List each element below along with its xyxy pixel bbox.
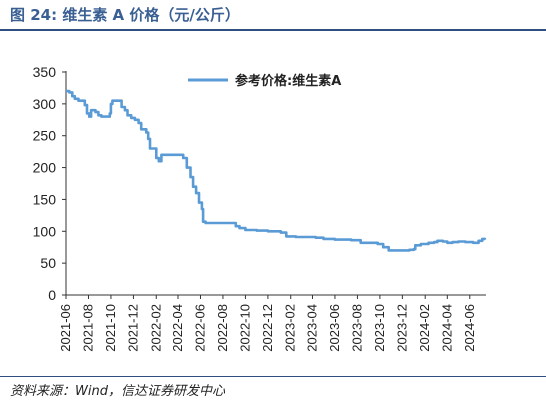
x-tick-label: 2024-04 bbox=[439, 304, 454, 352]
x-tick-label: 2023-06 bbox=[327, 304, 342, 352]
x-tick-label: 2023-04 bbox=[304, 304, 319, 352]
x-tick-label: 2022-02 bbox=[148, 304, 163, 352]
x-tick-label: 2021-08 bbox=[80, 304, 95, 352]
x-tick-label: 2022-08 bbox=[215, 304, 230, 352]
y-tick-label: 50 bbox=[40, 255, 56, 271]
x-tick-label: 2023-10 bbox=[372, 304, 387, 352]
x-tick-label: 2022-10 bbox=[237, 304, 252, 352]
y-tick-label: 200 bbox=[33, 160, 57, 176]
legend-label: 参考价格:维生素A bbox=[235, 73, 341, 89]
x-tick-label: 2021-12 bbox=[125, 304, 140, 352]
y-tick-label: 0 bbox=[48, 287, 56, 303]
title-rule bbox=[0, 29, 546, 31]
x-tick-label: 2024-06 bbox=[462, 304, 477, 352]
x-tick-label: 2023-02 bbox=[283, 304, 298, 352]
x-tick-label: 2022-06 bbox=[192, 304, 207, 352]
chart-title: 图 24: 维生素 A 价格（元/公斤） bbox=[10, 6, 240, 24]
x-tick-label: 2024-02 bbox=[417, 304, 432, 352]
y-tick-label: 100 bbox=[33, 223, 57, 239]
x-tick-label: 2022-04 bbox=[170, 304, 185, 352]
source-note: 资料来源：Wind，信达证券研发中心 bbox=[10, 384, 225, 399]
footer-rule bbox=[0, 376, 546, 377]
x-tick-label: 2022-12 bbox=[260, 304, 275, 352]
x-tick-label: 2021-10 bbox=[103, 304, 118, 352]
x-tick-label: 2021-06 bbox=[58, 304, 73, 352]
y-tick-label: 300 bbox=[33, 96, 57, 112]
x-tick-label: 2023-12 bbox=[394, 304, 409, 352]
y-tick-label: 150 bbox=[33, 191, 57, 207]
x-tick-label: 2023-08 bbox=[349, 304, 364, 352]
y-tick-label: 250 bbox=[33, 128, 57, 144]
y-tick-label: 350 bbox=[33, 64, 57, 80]
series-line bbox=[66, 89, 487, 252]
